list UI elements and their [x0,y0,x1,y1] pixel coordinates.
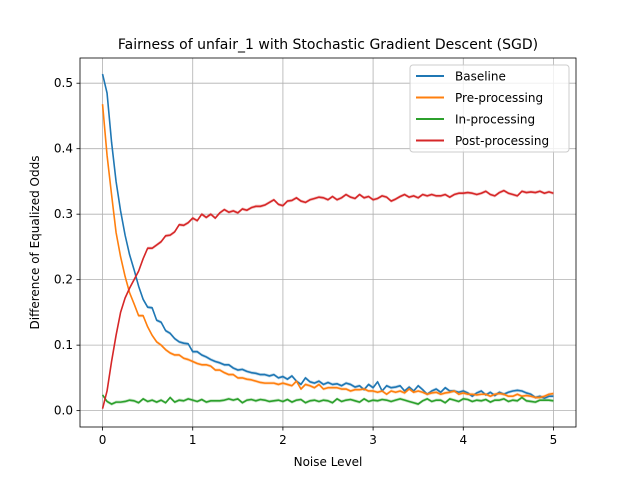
series-line-baseline [101,73,554,399]
y-tick-label: 0.3 [54,207,73,221]
y-tick-label: 0.1 [54,338,73,352]
y-tick-label: 0.2 [54,273,73,287]
series-line-in-processing [101,394,554,405]
chart-title: Fairness of unfair_1 with Stochastic Gra… [118,37,538,53]
series-line-pre-processing [101,104,554,399]
x-tick-label: 4 [459,433,467,447]
ticks: 0 1 2 3 4 5 0.0 0.1 0.2 0.3 0.4 0.5 [54,76,557,447]
legend-label-pre-processing: Pre-processing [455,91,543,105]
y-axis-label: Difference of Equalized Odds [28,156,42,330]
legend: Baseline Pre-processing In-processing Post-… [409,64,570,153]
y-tick-label: 0.4 [54,142,73,156]
series-line-post-processing [101,189,554,409]
x-tick-label: 2 [279,433,287,447]
series-lines [101,72,554,411]
legend-label-in-processing: In-processing [455,113,535,127]
legend-box [409,64,570,153]
y-tick-label: 0.0 [54,404,73,418]
x-tick-label: 5 [550,433,558,447]
legend-label-baseline: Baseline [455,70,506,84]
axes-frame [79,57,577,428]
legend-label-post-processing: Post-processing [455,134,549,148]
y-tick-label: 0.5 [54,76,73,90]
x-axis-label: Noise Level [294,455,363,469]
x-tick-label: 1 [189,433,197,447]
series-band-in-processing [102,393,554,406]
x-tick-label: 0 [99,433,107,447]
x-tick-label: 3 [369,433,377,447]
